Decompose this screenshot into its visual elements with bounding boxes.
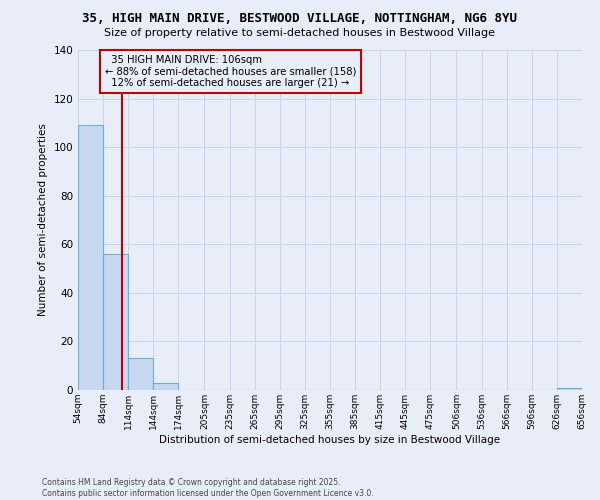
Text: Contains HM Land Registry data © Crown copyright and database right 2025.
Contai: Contains HM Land Registry data © Crown c… xyxy=(42,478,374,498)
X-axis label: Distribution of semi-detached houses by size in Bestwood Village: Distribution of semi-detached houses by … xyxy=(160,434,500,444)
Bar xyxy=(154,382,178,390)
Text: 35 HIGH MAIN DRIVE: 106sqm
← 88% of semi-detached houses are smaller (158)
  12%: 35 HIGH MAIN DRIVE: 106sqm ← 88% of semi… xyxy=(105,55,356,88)
Text: 35, HIGH MAIN DRIVE, BESTWOOD VILLAGE, NOTTINGHAM, NG6 8YU: 35, HIGH MAIN DRIVE, BESTWOOD VILLAGE, N… xyxy=(83,12,517,26)
Bar xyxy=(78,126,103,390)
Y-axis label: Number of semi-detached properties: Number of semi-detached properties xyxy=(38,124,48,316)
Bar xyxy=(557,388,582,390)
Bar xyxy=(103,254,128,390)
Text: Size of property relative to semi-detached houses in Bestwood Village: Size of property relative to semi-detach… xyxy=(104,28,496,38)
Bar xyxy=(128,358,154,390)
